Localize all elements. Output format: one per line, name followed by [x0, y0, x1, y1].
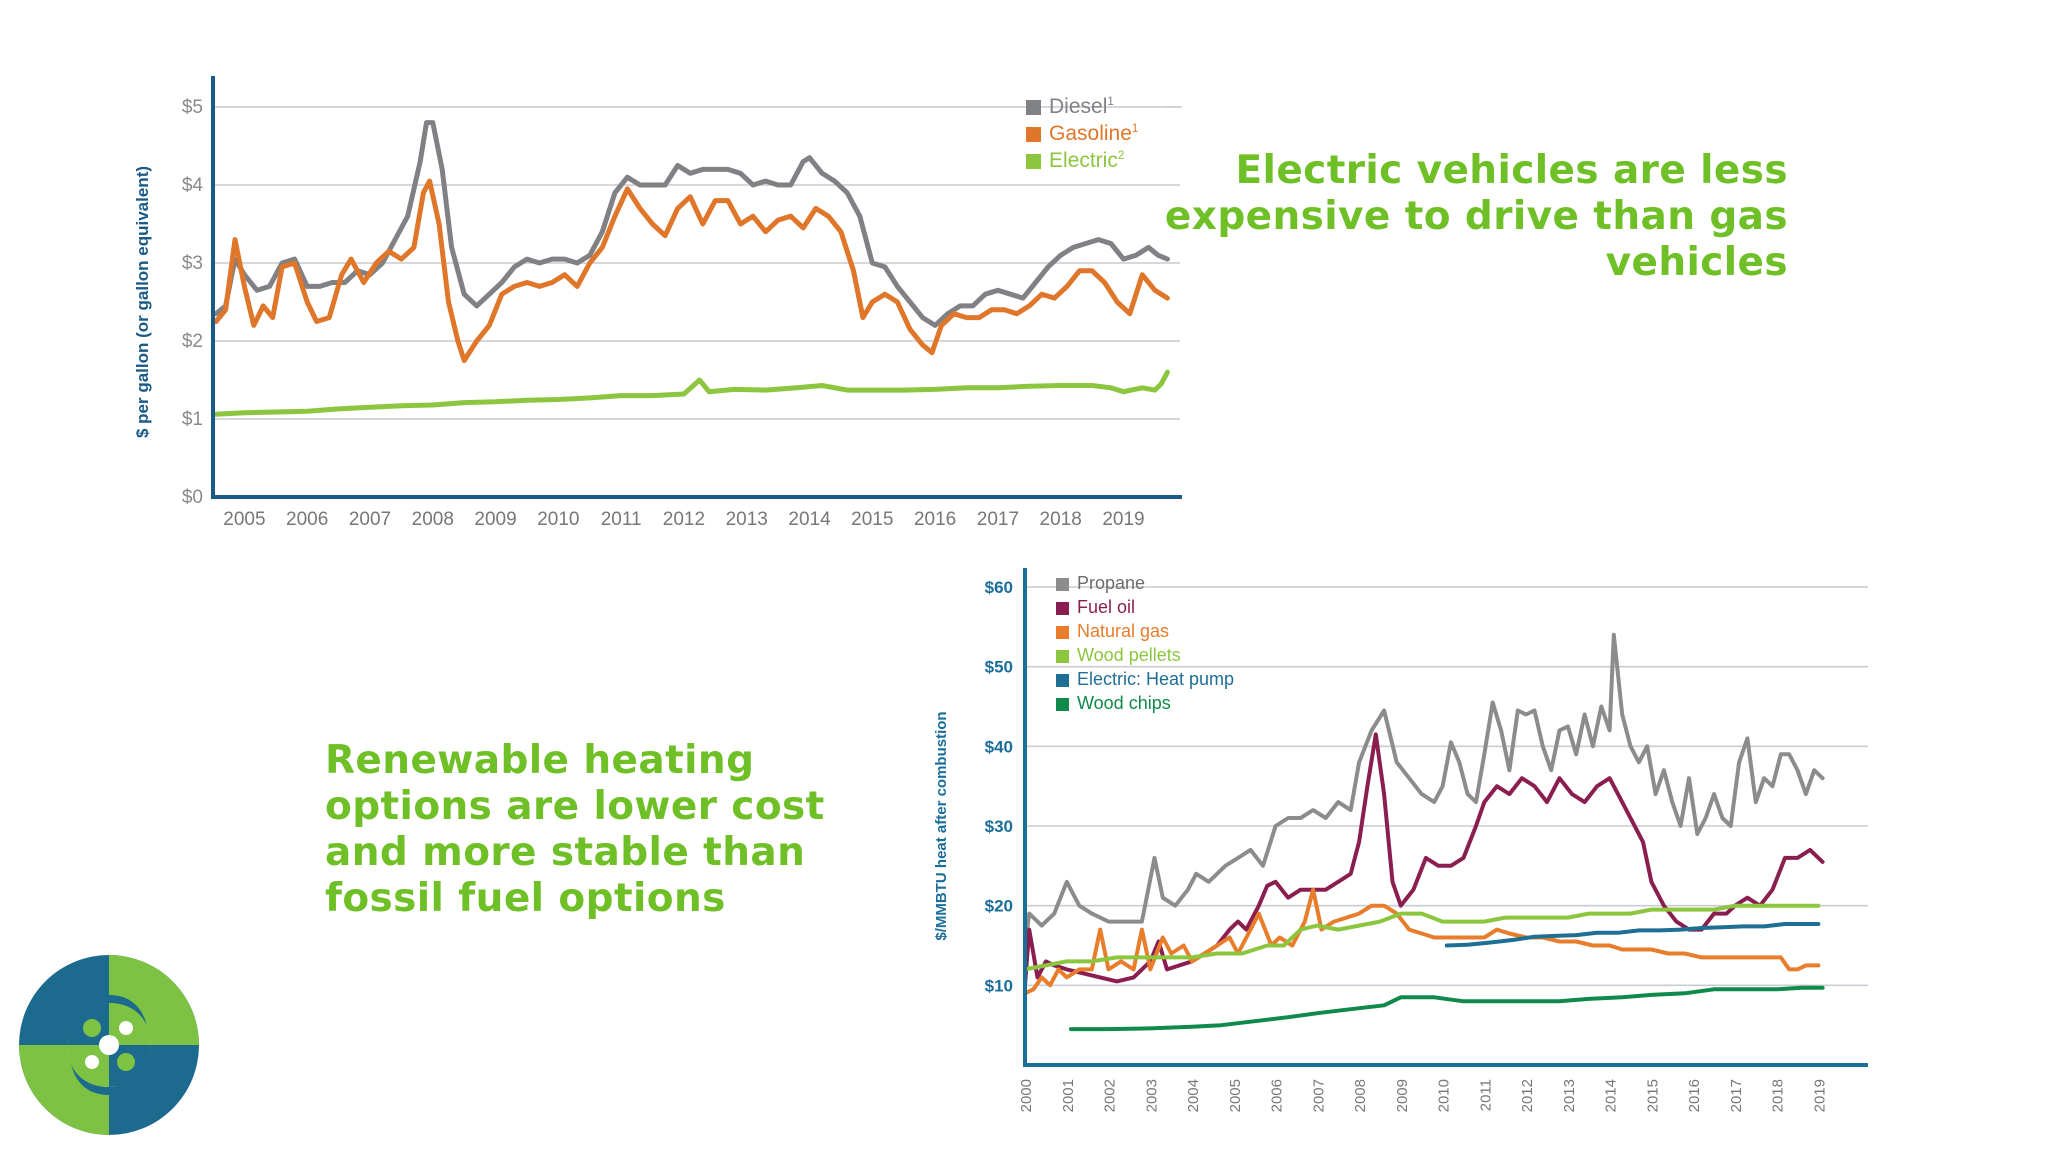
y-tick-label: $4 — [182, 175, 204, 196]
legend-swatch-wood-pellets — [1056, 650, 1069, 663]
x-tick-label: 2007 — [1310, 1079, 1327, 1112]
legend-swatch-wood-chips — [1056, 698, 1069, 711]
legend-name-wood-chips: Wood chips — [1077, 693, 1171, 713]
x-tick-label: 2016 — [1686, 1079, 1703, 1112]
x-tick-label: 2010 — [1436, 1079, 1453, 1112]
series-line-natural-gas — [1023, 887, 1821, 996]
x-tick-label: 2018 — [1040, 509, 1082, 530]
y-tick-label: $1 — [182, 409, 203, 430]
x-tick-label: 2008 — [412, 509, 454, 530]
x-tick-label: 2006 — [286, 509, 328, 530]
x-tick-label: 2011 — [1477, 1079, 1494, 1111]
x-tick-label: 2007 — [349, 509, 391, 530]
legend-name-electric: Electric — [1049, 149, 1118, 172]
legend-swatch-propane — [1056, 578, 1069, 591]
y-tick-label: $5 — [182, 97, 203, 118]
x-tick-label: 2009 — [1394, 1079, 1411, 1112]
x-tick-label: 2013 — [726, 509, 768, 530]
x-tick-label: 2006 — [1269, 1079, 1286, 1112]
x-tick-label: 2000 — [1018, 1079, 1035, 1112]
legend-label-natural-gas: Natural gas — [1077, 621, 1169, 641]
heating-cost-chart: $10 $20 $30 $40 $50 $60 2000 2001 2002 2003 2004 20… — [933, 568, 1868, 1112]
legend-label-electric: Electric2 — [1049, 149, 1124, 172]
x-tick-label: 2005 — [223, 509, 265, 530]
legend-name-electric-heat-pump: Electric: Heat pump — [1077, 669, 1234, 689]
legend-footnote-mark: 1 — [1132, 123, 1138, 135]
y-axis-label: $/MMBTU heat after combustion — [933, 711, 950, 940]
legend-name-wood-pellets: Wood pellets — [1077, 645, 1181, 665]
y-tick-label: $0 — [182, 487, 203, 508]
legend-name-diesel: Diesel — [1049, 95, 1107, 118]
y-tick-label: $50 — [985, 658, 1013, 677]
x-tick-label: 2011 — [601, 509, 642, 530]
pinwheel-logo-icon — [19, 955, 199, 1135]
x-tick-label: 2005 — [1227, 1079, 1244, 1112]
series-line-diesel — [213, 120, 1170, 328]
x-tick-label: 2019 — [1811, 1079, 1828, 1112]
legend-footnote-mark: 2 — [1118, 150, 1124, 162]
y-tick-label: $40 — [985, 737, 1013, 756]
x-tick-label: 2012 — [663, 509, 705, 530]
x-tick-label: 2017 — [977, 509, 1019, 530]
x-tick-label: 2004 — [1185, 1079, 1202, 1112]
legend-swatch-electric — [1026, 154, 1041, 169]
ev-cost-headline: Electric vehicles are less expensive to … — [1164, 148, 1788, 285]
x-tick-label: 2017 — [1728, 1079, 1745, 1112]
legend-label-wood-pellets: Wood pellets — [1077, 645, 1181, 665]
vehicle-fuel-cost-chart: $0 $1 $2 $3 $4 $5 2005 2006 2007 2008 2009 2010 2011… — [133, 76, 1182, 530]
legend-swatch-diesel — [1026, 100, 1041, 115]
y-axis-label: $ per gallon (or gallon equivalent) — [133, 166, 152, 438]
y-tick-label: $20 — [985, 897, 1013, 916]
legend-swatch-electric-heat-pump — [1056, 674, 1069, 687]
series-line-electric — [213, 369, 1170, 417]
x-tick-label: 2015 — [851, 509, 893, 530]
series-line-wood-pellets — [1023, 903, 1821, 972]
x-tick-label: 2013 — [1561, 1079, 1578, 1112]
legend-swatch-gasoline — [1026, 127, 1041, 142]
y-tick-label: $30 — [985, 817, 1013, 836]
x-tick-label: 2014 — [788, 509, 831, 530]
y-tick-label: $2 — [182, 331, 203, 352]
series-line-electric-heat-pump — [1444, 922, 1821, 948]
legend-label-gasoline: Gasoline1 — [1049, 122, 1138, 145]
legend-label-fuel-oil: Fuel oil — [1077, 597, 1135, 617]
series-line-wood-chips — [1068, 985, 1825, 1032]
x-tick-label: 2002 — [1102, 1079, 1119, 1112]
x-tick-label: 2019 — [1102, 509, 1144, 530]
legend-footnote-mark: 1 — [1107, 96, 1113, 108]
legend-name-natural-gas: Natural gas — [1077, 621, 1169, 641]
legend-label-propane: Propane — [1077, 573, 1145, 593]
x-tick-label: 2016 — [914, 509, 956, 530]
x-tick-label: 2014 — [1603, 1079, 1620, 1112]
legend-swatch-fuel-oil — [1056, 602, 1069, 615]
x-tick-label: 2010 — [537, 509, 579, 530]
y-tick-label: $3 — [182, 253, 203, 274]
legend-label-diesel: Diesel1 — [1049, 95, 1114, 118]
series-line-propane — [1023, 632, 1825, 948]
x-tick-label: 2008 — [1352, 1079, 1369, 1112]
x-tick-label: 2009 — [474, 509, 516, 530]
x-tick-label: 2018 — [1770, 1079, 1787, 1112]
legend-label-wood-chips: Wood chips — [1077, 693, 1171, 713]
x-tick-label: 2003 — [1143, 1079, 1160, 1112]
y-tick-label: $60 — [985, 578, 1013, 597]
legend-name-gasoline: Gasoline — [1049, 122, 1132, 145]
x-tick-label: 2001 — [1060, 1079, 1077, 1112]
legend-swatch-natural-gas — [1056, 626, 1069, 639]
legend-name-propane: Propane — [1077, 573, 1145, 593]
heating-cost-headline: Renewable heating options are lower cost… — [325, 738, 825, 921]
y-tick-label: $10 — [985, 976, 1013, 995]
x-tick-label: 2012 — [1519, 1079, 1536, 1112]
legend-name-fuel-oil: Fuel oil — [1077, 597, 1135, 617]
legend-label-electric-heat-pump: Electric: Heat pump — [1077, 669, 1234, 689]
series-line-gasoline — [213, 178, 1170, 363]
x-tick-label: 2015 — [1644, 1079, 1661, 1112]
